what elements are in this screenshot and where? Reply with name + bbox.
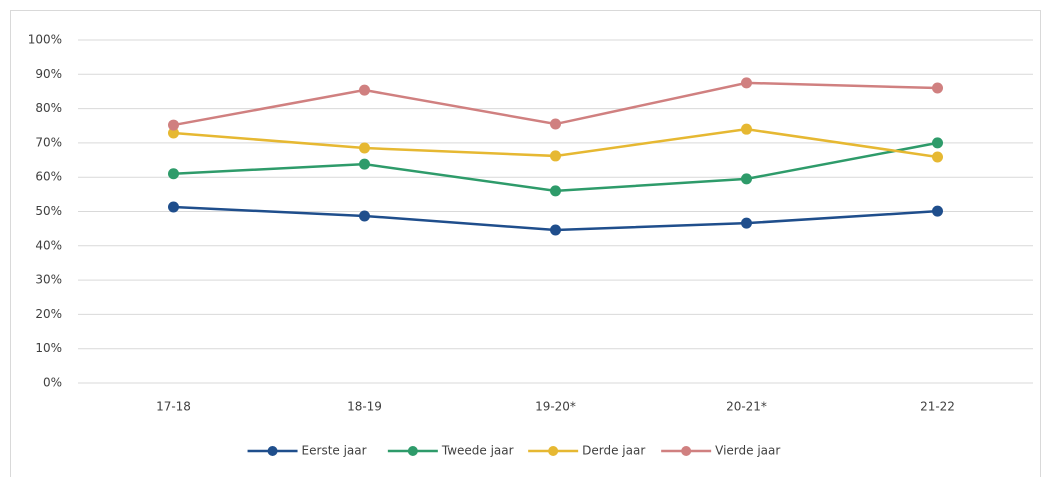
point-marker	[550, 185, 561, 197]
y-tick-label: 30%	[35, 273, 62, 287]
legend-label: Eerste jaar	[302, 444, 367, 458]
point-marker	[550, 224, 561, 236]
y-tick-label: 50%	[35, 204, 62, 218]
y-tick-label: 90%	[35, 67, 62, 81]
x-tick-label: 18-19	[347, 400, 382, 414]
y-tick-label: 10%	[35, 341, 62, 355]
point-marker	[932, 151, 943, 163]
point-marker	[932, 82, 943, 94]
point-marker	[550, 150, 561, 162]
y-tick-label: 60%	[35, 170, 62, 184]
y-tick-label: 80%	[35, 101, 62, 115]
point-marker	[359, 84, 370, 96]
x-tick-label: 20-21*	[726, 400, 767, 414]
y-tick-label: 70%	[35, 135, 62, 149]
point-marker	[932, 137, 943, 149]
point-marker	[359, 142, 370, 154]
chart-frame	[10, 10, 1041, 477]
y-tick-label: 100%	[28, 33, 62, 47]
x-tick-label: 17-18	[156, 400, 191, 414]
y-tick-label: 0%	[43, 376, 62, 390]
legend-label: Vierde jaar	[715, 444, 780, 458]
point-marker	[168, 201, 179, 213]
legend-marker	[681, 446, 692, 456]
point-marker	[741, 77, 752, 89]
point-marker	[359, 158, 370, 170]
point-marker	[932, 205, 943, 217]
point-marker	[168, 119, 179, 131]
y-tick-label: 20%	[35, 307, 62, 321]
y-tick-label: 40%	[35, 238, 62, 252]
point-marker	[741, 123, 752, 135]
point-marker	[359, 210, 370, 222]
x-tick-label: 19-20*	[535, 400, 576, 414]
legend-label: Derde jaar	[582, 444, 645, 458]
legend-marker	[267, 446, 278, 456]
legend-marker	[548, 446, 559, 456]
legend-marker	[407, 446, 418, 456]
point-marker	[550, 118, 561, 130]
point-marker	[168, 127, 179, 139]
point-marker	[168, 168, 179, 180]
point-marker	[741, 173, 752, 185]
legend-label: Tweede jaar	[441, 444, 514, 458]
x-tick-label: 21-22	[920, 400, 955, 414]
point-marker	[741, 217, 752, 229]
